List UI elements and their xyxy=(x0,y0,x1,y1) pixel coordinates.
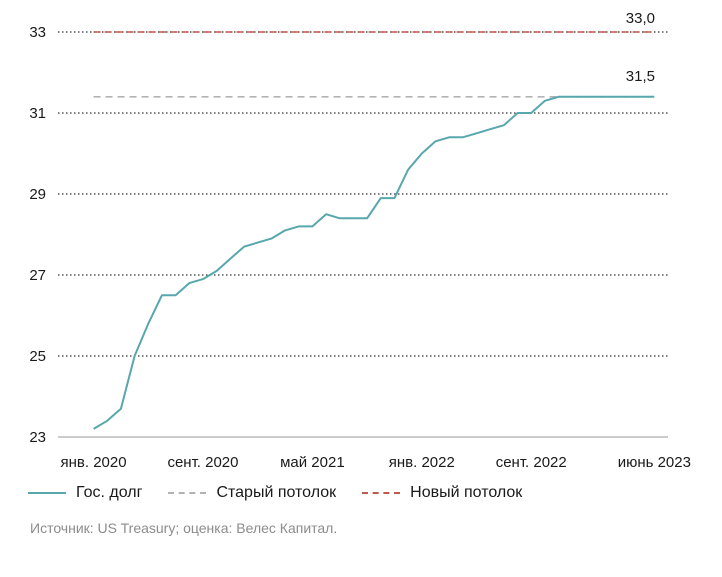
x-tick-label: янв. 2020 xyxy=(61,454,127,471)
y-tick-label: 25 xyxy=(29,348,46,365)
legend: Гос. долг Старый потолок Новый потолок xyxy=(28,484,548,502)
x-tick-label: май 2021 xyxy=(280,454,345,471)
y-axis-ticks: 23 25 27 29 31 33 xyxy=(29,24,46,446)
y-tick-label: 33 xyxy=(29,24,46,41)
source-note: Источник: US Treasury; оценка: Велес Кап… xyxy=(30,520,338,536)
y-tick-label: 23 xyxy=(29,429,46,446)
y-tick-label: 29 xyxy=(29,186,46,203)
legend-item-debt: Гос. долг xyxy=(28,484,142,502)
legend-label-new-ceiling: Новый потолок xyxy=(410,484,523,501)
x-tick-label: сент. 2022 xyxy=(496,454,567,471)
legend-swatch-debt xyxy=(28,492,66,494)
old-ceiling-label: 31,5 xyxy=(626,68,655,85)
x-tick-label: июнь 2023 xyxy=(618,454,691,471)
y-tick-label: 27 xyxy=(29,267,46,284)
x-axis-ticks: янв. 2020 сент. 2020 май 2021 янв. 2022 сент… xyxy=(61,454,691,471)
legend-label-debt: Гос. долг xyxy=(76,484,143,501)
legend-label-old-ceiling: Старый потолок xyxy=(216,484,337,501)
x-tick-label: янв. 2022 xyxy=(389,454,455,471)
legend-swatch-new-ceiling xyxy=(362,492,401,494)
grid-lines xyxy=(58,31,668,357)
legend-item-new-ceiling: Новый потолок xyxy=(362,484,522,502)
debt-line xyxy=(93,95,655,430)
new-ceiling-label: 33,0 xyxy=(626,10,655,27)
y-tick-label: 31 xyxy=(29,105,46,122)
debt-ceiling-chart: 23 25 27 29 31 33 янв. 2020 сент. 2020 май 2021… xyxy=(29,10,691,471)
legend-item-old-ceiling: Старый потолок xyxy=(168,484,336,502)
legend-swatch-old-ceiling xyxy=(168,492,207,494)
x-tick-label: сент. 2020 xyxy=(167,454,238,471)
